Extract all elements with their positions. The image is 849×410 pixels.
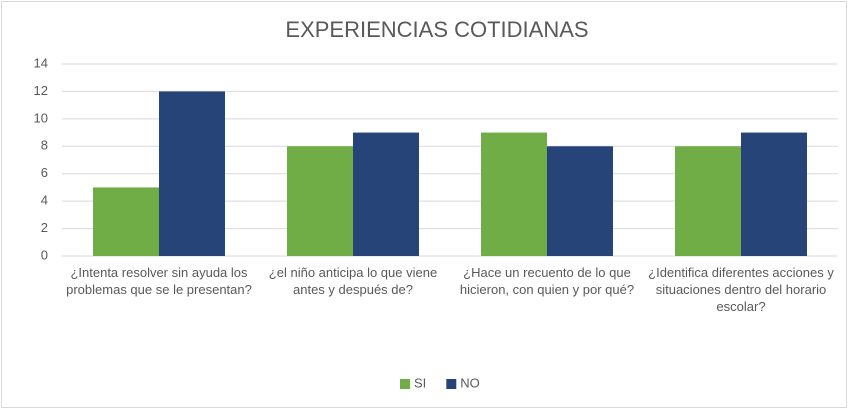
y-tick-label: 12 bbox=[34, 83, 48, 98]
legend-label: SI bbox=[414, 375, 426, 390]
y-tick-label: 10 bbox=[34, 110, 48, 125]
bar bbox=[159, 91, 225, 256]
y-tick-label: 14 bbox=[34, 55, 48, 70]
bar bbox=[93, 187, 159, 256]
y-tick-label: 0 bbox=[41, 247, 48, 262]
bar bbox=[675, 146, 741, 256]
chart-title: EXPERIENCIAS COTIDIANAS bbox=[285, 17, 588, 42]
bar bbox=[287, 146, 353, 256]
bar bbox=[741, 132, 807, 256]
y-tick-label: 8 bbox=[41, 138, 48, 153]
legend-swatch bbox=[400, 379, 410, 389]
legend-label: NO bbox=[460, 375, 480, 390]
legend-swatch bbox=[446, 379, 457, 389]
y-tick-label: 6 bbox=[41, 165, 48, 180]
y-tick-label: 2 bbox=[41, 220, 48, 235]
x-tick-label: ¿Intenta resolver sin ayuda los problema… bbox=[66, 265, 252, 297]
y-tick-label: 4 bbox=[41, 193, 48, 208]
x-tick-label: ¿el niño anticipa lo que viene antes y d… bbox=[268, 265, 438, 297]
bar bbox=[547, 146, 613, 256]
bar bbox=[353, 132, 419, 256]
x-tick-label: ¿Hace un recuento de lo que hicieron, co… bbox=[459, 265, 635, 297]
bar bbox=[481, 132, 547, 256]
x-tick-label: ¿Identifica diferentes acciones y situac… bbox=[648, 265, 834, 314]
